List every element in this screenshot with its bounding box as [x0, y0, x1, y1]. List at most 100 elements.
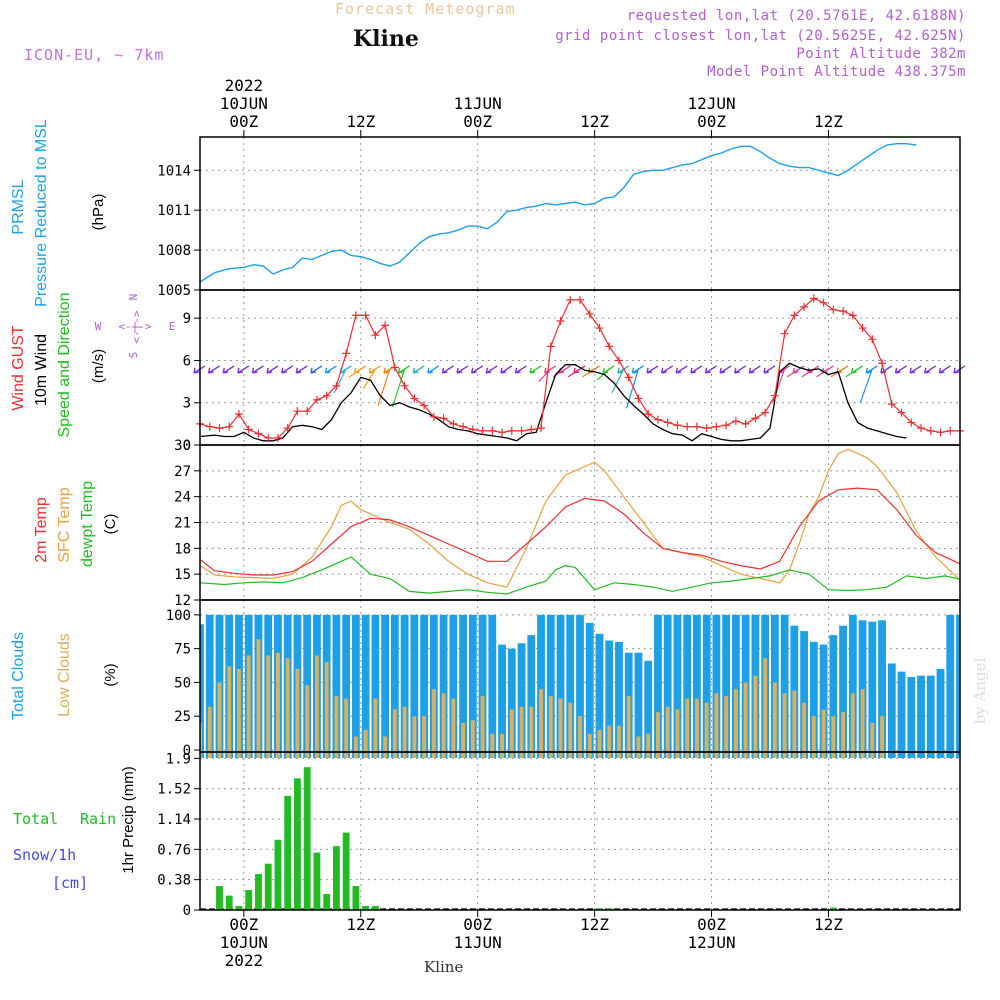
wind-barb-head [324, 367, 331, 374]
wind-barb-shaft [895, 365, 907, 374]
wind-barb [763, 365, 776, 374]
precip-bar [216, 886, 223, 910]
wind-barb-head [193, 367, 200, 374]
total-cloud-bar [429, 614, 438, 758]
low-cloud-bar [246, 655, 251, 758]
wind-barb-shaft [485, 365, 498, 374]
low-cloud-bar [285, 658, 290, 758]
wind-gust-marker [459, 422, 468, 431]
total-cloud-bar [342, 614, 351, 758]
total-cloud-bar [780, 614, 789, 758]
wind-barb [690, 365, 703, 374]
wind-barb-head [953, 367, 960, 374]
wind-barb [529, 365, 542, 374]
wind-barb-shaft [325, 365, 337, 374]
total-cloud-bar [527, 635, 536, 758]
low-cloud-bar [276, 652, 280, 758]
low-cloud-bar [617, 725, 621, 758]
wind-gust-marker [556, 317, 565, 325]
total-cloud-bar [673, 614, 682, 758]
total-cloud-bar [478, 614, 487, 758]
wind-barb [859, 365, 878, 403]
wind-barb-shaft [675, 365, 688, 374]
wind-barb-head [763, 367, 770, 374]
wind-hatch [377, 368, 391, 406]
precip-bar [274, 839, 282, 910]
wind-gust-marker [400, 381, 409, 390]
total-cloud-bar [488, 614, 497, 758]
top-time-label: 10JUN [220, 94, 268, 113]
precip-bar [342, 832, 350, 910]
low-cloud-bar [733, 689, 738, 758]
y-tick-label: 3 [183, 396, 191, 412]
precip-bar [323, 894, 331, 910]
total-cloud-bar [907, 677, 916, 758]
wind-gust-marker [809, 294, 818, 303]
y-tick-label: 100 [166, 608, 191, 624]
y-tick-label: 27 [174, 464, 191, 480]
low-cloud-bar [772, 682, 777, 758]
wind-gust-marker [546, 342, 555, 351]
bottom-time-label: 11JUN [454, 933, 502, 952]
wind-gust-marker [244, 425, 253, 434]
wind-gust-marker [731, 417, 740, 426]
top-time-label: 12Z [346, 112, 375, 131]
wind-gust-marker [410, 394, 419, 403]
wind-barb-shaft [442, 365, 454, 374]
wind-hatch [392, 368, 406, 408]
total-cloud-bar [829, 635, 838, 758]
wind-barb [816, 365, 834, 378]
total-precip-label: Total [13, 810, 59, 828]
low-cloud-bar [763, 658, 768, 758]
total-cloud-bar [663, 614, 672, 758]
y-tick-label: 1008 [157, 243, 191, 259]
wind-gust-marker [205, 422, 214, 431]
low-cloud-bar [334, 695, 339, 758]
total-cloud-bar [712, 614, 721, 758]
wind-gust-marker [225, 422, 234, 431]
wind-barb-head [500, 367, 507, 374]
wind-barb [880, 365, 893, 374]
low-cloud-bar [324, 662, 329, 758]
top-time-label: 12JUN [687, 94, 735, 113]
low-cloud-bar [373, 698, 378, 758]
wind-gust-marker [858, 324, 867, 333]
wind-barb-shaft [924, 365, 937, 374]
wind-barb [748, 365, 761, 374]
low-cloud-bar [597, 729, 602, 758]
bottom-time-label: 00Z [463, 915, 492, 934]
bottom-time-label: 10JUN [220, 933, 268, 952]
wind-barb-head [690, 367, 697, 374]
wind-barb-shaft [412, 365, 425, 374]
y-tick-label: 0.38 [157, 873, 191, 889]
low-cloud-bar [587, 733, 592, 758]
snow-unit-label: [cm] [52, 874, 89, 892]
wind-barb [412, 365, 425, 374]
byline: by Angel [971, 657, 989, 725]
low-cloud-bar [529, 706, 534, 758]
wind-barb-head [529, 367, 536, 374]
wind-gust-marker [887, 400, 896, 409]
total-cloud-bar [809, 641, 818, 758]
wind-gust-marker [468, 425, 477, 434]
low-cloud-bar [441, 693, 446, 758]
low-cloud-bar [821, 709, 826, 758]
wind-barb-shaft [719, 365, 732, 374]
wind-barb-head [237, 367, 243, 374]
wind-barb [894, 365, 907, 374]
low-cloud-bar [568, 702, 573, 758]
low-cloud-bar [753, 675, 758, 758]
wind-barb-head [909, 367, 916, 374]
total-clouds-label: Total Clouds [10, 631, 27, 721]
wind-barb-head [251, 367, 258, 374]
wind-barb-head [938, 367, 945, 374]
top-time-label: 12Z [580, 112, 609, 131]
wind-gust-marker [917, 424, 926, 433]
wind-barb-head [880, 367, 887, 374]
low-cloud-bar [305, 685, 310, 758]
wind-barb-head [485, 367, 492, 374]
precip-bar [264, 863, 272, 910]
low-cloud-bar [519, 706, 524, 758]
wind-barb [456, 365, 469, 374]
bottom-time-label: 12Z [814, 915, 843, 934]
